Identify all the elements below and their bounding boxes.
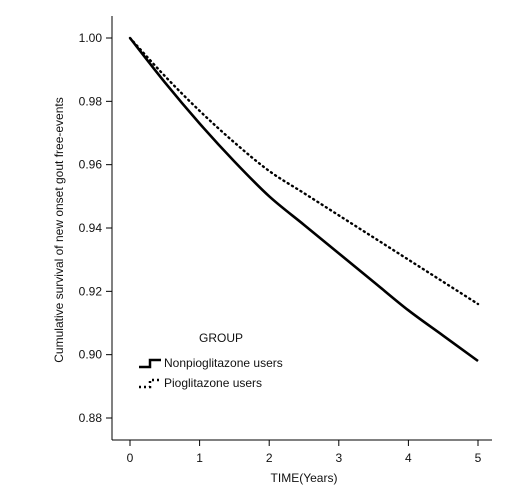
y-tick-label: 0.96: [79, 158, 103, 172]
y-tick-label: 0.94: [79, 221, 103, 235]
y-tick-label: 0.90: [79, 348, 103, 362]
x-tick-label: 0: [127, 451, 134, 465]
series-line-nonpioglitazone: [128, 37, 479, 363]
y-tick-label: 0.88: [79, 411, 103, 425]
legend-label-nonpioglitazone: Nonpioglitazone users: [164, 356, 283, 370]
x-axis-title: TIME(Years): [271, 471, 338, 485]
legend-swatch-pioglitazone: [139, 378, 161, 389]
y-axis-title: Cumulative survival of new onset gout fr…: [52, 97, 66, 362]
x-tick-label: 1: [196, 451, 203, 465]
y-tick-label: 0.98: [79, 94, 103, 108]
x-tick-label: 3: [335, 451, 342, 465]
legend-title: GROUP: [199, 331, 243, 345]
x-tick-label: 4: [405, 451, 412, 465]
y-tick-label: 0.92: [79, 284, 103, 298]
x-ticks: 0 1 2 3 4 5: [127, 440, 482, 465]
y-ticks: 0.88 0.90 0.92 0.94 0.96 0.98 1.00: [79, 31, 112, 425]
legend: GROUP Nonpioglitazone users Pioglitazone…: [139, 331, 283, 390]
y-tick-label: 1.00: [79, 31, 103, 45]
x-tick-label: 2: [266, 451, 273, 465]
x-tick-label: 5: [475, 451, 482, 465]
series-line-pioglitazone: [128, 36, 480, 306]
legend-swatch-nonpioglitazone: [139, 358, 161, 369]
series-layer: [128, 36, 480, 363]
legend-label-pioglitazone: Pioglitazone users: [164, 376, 262, 390]
